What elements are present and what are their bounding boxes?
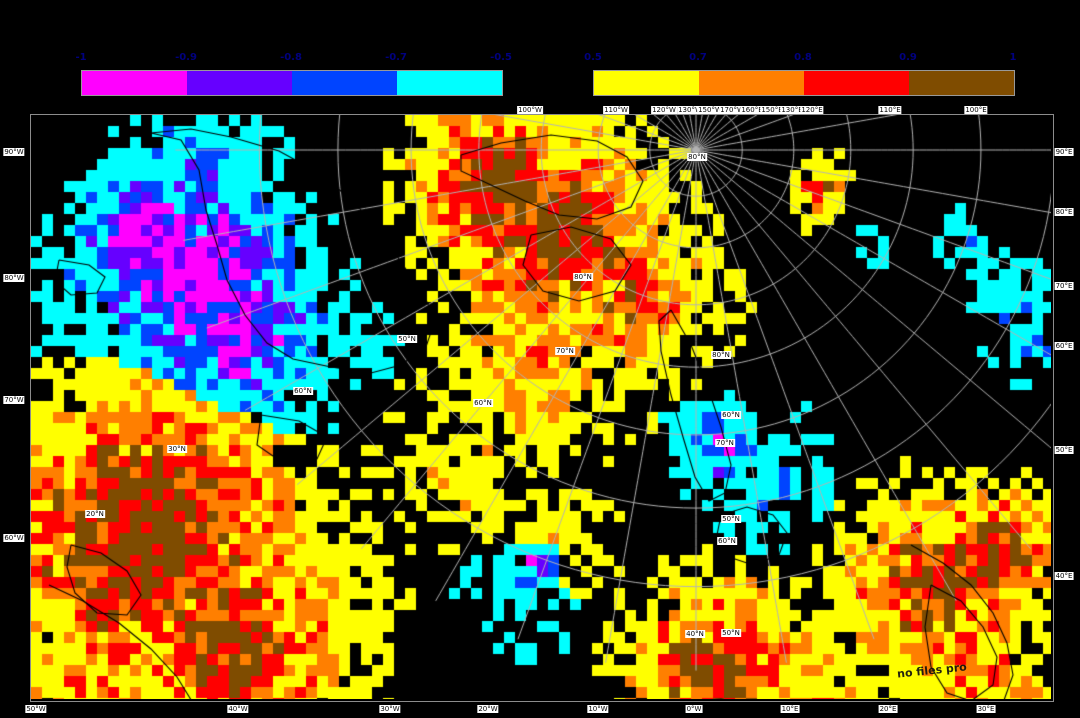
colorbar-tick-label: -0.9: [175, 52, 197, 63]
negative-colorbar-ticks: -1 -0.9 -0.8 -0.7 -0.5: [75, 52, 511, 66]
colorbar-tick-label: 0.9: [899, 52, 917, 63]
graticule-label: 60°N: [473, 399, 493, 407]
axis-tick-label: 60°W: [3, 534, 25, 542]
colorbar-tick-label: -0.5: [490, 52, 512, 63]
map-data-layer: [31, 115, 1051, 699]
graticule-label: 60°N: [721, 411, 741, 419]
colorbar-segment: [594, 71, 699, 95]
negative-correlation-colorbar: -1 -0.9 -0.8 -0.7 -0.5: [0, 0, 540, 100]
graticule-label: 80°N: [711, 351, 731, 359]
colorbar-tick-label: 0.7: [689, 52, 707, 63]
graticule-label: 30°N: [167, 445, 187, 453]
colorbar-tick-label: -0.7: [385, 52, 407, 63]
colorbar-tick-label: -1: [75, 52, 87, 63]
axis-tick-label: 90°E: [1054, 148, 1074, 156]
axis-tick-label: 10°E: [780, 705, 800, 713]
axis-tick-label: 120°W: [651, 106, 677, 114]
graticule-label: 20°N: [85, 510, 105, 518]
colorbar-segment: [699, 71, 804, 95]
axis-tick-label: 160°E: [740, 106, 764, 114]
graticule-label: 40°N: [685, 630, 705, 638]
axis-tick-label: 0°W: [685, 705, 703, 713]
axis-tick-label: 40°W: [227, 705, 249, 713]
axis-tick-label: 110°E: [878, 106, 902, 114]
axis-tick-label: 50°W: [25, 705, 47, 713]
axis-tick-label: 70°E: [1054, 282, 1074, 290]
graticule-label: 80°N: [687, 153, 707, 161]
colorbar-tick-label: -0.8: [280, 52, 302, 63]
axis-tick-label: 20°E: [878, 705, 898, 713]
axis-tick-label: 80°W: [3, 274, 25, 282]
colorbar-tick-label: 0.8: [794, 52, 812, 63]
colorbar-tick-label: 0.5: [584, 52, 602, 63]
graticule-label: 50°N: [397, 335, 417, 343]
graticule-label: 60°N: [717, 537, 737, 545]
axis-tick-label: 130°E: [780, 106, 804, 114]
graticule-label: 80°N: [573, 273, 593, 281]
axis-tick-label: 40°E: [1054, 572, 1074, 580]
axis-tick-label: 170°W: [719, 106, 745, 114]
negative-colorbar-strip: [81, 70, 503, 96]
colorbar-segment: [397, 71, 502, 95]
positive-correlation-colorbar: 0.5 0.7 0.8 0.9 1: [540, 0, 1080, 100]
graticule-label: 70°N: [555, 347, 575, 355]
graticule-label: 60°N: [293, 387, 313, 395]
colorbar-tick-label: 1: [1009, 52, 1017, 63]
axis-tick-label: 100°E: [964, 106, 988, 114]
polar-stereographic-map[interactable]: 80°N 80°N 70°N 60°N 80°N 70°N 60°N 50°N 60°N 30°N…: [30, 114, 1054, 702]
axis-tick-label: 150°E: [760, 106, 784, 114]
positive-colorbar-strip: [593, 70, 1015, 96]
colorbar-segment: [804, 71, 909, 95]
axis-tick-label: 100°W: [517, 106, 543, 114]
axis-tick-label: 30°W: [379, 705, 401, 713]
axis-tick-label: 50°E: [1054, 446, 1074, 454]
graticule-label: 50°N: [721, 629, 741, 637]
axis-tick-label: 10°W: [587, 705, 609, 713]
graticule-label: 70°N: [715, 439, 735, 447]
colorbar-segment: [292, 71, 397, 95]
colorbar-segment: [82, 71, 187, 95]
colorbar-segment: [909, 71, 1014, 95]
axis-tick-label: 80°E: [1054, 208, 1074, 216]
graticule-label: 50°N: [721, 515, 741, 523]
axis-tick-label: 20°W: [477, 705, 499, 713]
axis-tick-label: 90°W: [3, 148, 25, 156]
axis-tick-label: 130°W: [677, 106, 703, 114]
axis-tick-label: 30°E: [976, 705, 996, 713]
axis-tick-label: 150°W: [697, 106, 723, 114]
colorbar-segment: [187, 71, 292, 95]
axis-tick-label: 120°E: [800, 106, 824, 114]
axis-tick-label: 60°E: [1054, 342, 1074, 350]
axis-tick-label: 110°W: [603, 106, 629, 114]
axis-tick-label: 70°W: [3, 396, 25, 404]
positive-colorbar-ticks: 0.5 0.7 0.8 0.9 1: [584, 52, 1016, 66]
